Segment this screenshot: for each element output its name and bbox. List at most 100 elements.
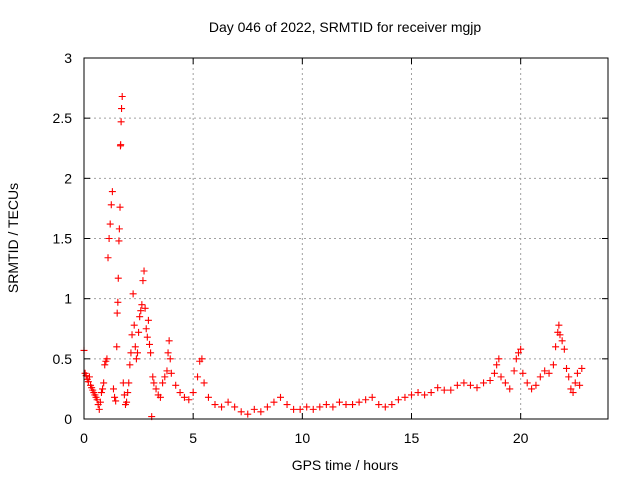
data-point: [414, 389, 422, 397]
x-tick-label: 20: [513, 430, 529, 446]
data-point: [113, 309, 121, 317]
data-point: [490, 369, 498, 377]
data-point: [506, 385, 514, 393]
data-point: [118, 105, 126, 113]
data-point: [152, 385, 160, 393]
data-point: [99, 385, 107, 393]
data-point: [140, 267, 148, 275]
data-point: [112, 397, 120, 405]
x-tick-label: 10: [295, 430, 311, 446]
y-tick-label: 0: [64, 411, 72, 427]
data-point: [514, 349, 522, 357]
data-point: [150, 379, 158, 387]
data-point: [257, 408, 265, 416]
data-point: [161, 373, 169, 381]
y-tick-label: 2.5: [53, 110, 73, 126]
data-point: [303, 403, 311, 411]
data-point: [104, 254, 112, 262]
data-point: [106, 220, 114, 228]
data-point: [130, 321, 138, 329]
data-point: [576, 381, 584, 389]
data-point: [501, 379, 509, 387]
y-tick-labels: 0 0.5 1 1.5 2 2.5 3: [53, 50, 73, 427]
data-point: [194, 373, 202, 381]
data-point: [142, 325, 150, 333]
data-point: [322, 401, 330, 409]
axis-ticks: [83, 57, 608, 420]
y-tick-label: 0.5: [53, 351, 73, 367]
x-tick-label: 0: [80, 430, 88, 446]
data-point: [578, 364, 586, 372]
data-point: [342, 401, 350, 409]
data-point: [519, 369, 527, 377]
data-point: [556, 331, 564, 339]
x-axis-label: GPS time / hours: [292, 457, 399, 473]
data-point: [493, 361, 501, 369]
data-point: [440, 386, 448, 394]
data-point: [176, 389, 184, 397]
data-point: [329, 403, 337, 411]
data-point: [552, 343, 560, 351]
data-point: [107, 201, 115, 209]
data-point: [263, 403, 271, 411]
data-point: [164, 349, 172, 357]
data-point: [480, 379, 488, 387]
data-point: [103, 355, 111, 363]
x-tick-label: 5: [189, 430, 197, 446]
data-point: [408, 391, 415, 399]
data-point: [165, 337, 173, 345]
data-point: [421, 391, 429, 399]
data-point: [126, 361, 134, 369]
data-point: [127, 349, 135, 357]
data-point: [84, 378, 92, 386]
data-point: [355, 398, 363, 406]
data-point: [185, 396, 193, 404]
data-point: [244, 410, 252, 418]
data-point: [270, 398, 278, 406]
data-point: [123, 398, 131, 406]
data-points: [80, 93, 586, 421]
data-point: [118, 93, 126, 101]
data-point: [565, 373, 573, 381]
data-point: [523, 379, 531, 387]
data-point: [573, 369, 581, 377]
data-point: [362, 396, 370, 404]
data-point: [401, 393, 409, 401]
data-point: [166, 355, 174, 363]
data-point: [558, 337, 566, 345]
data-point: [135, 328, 143, 336]
data-point: [146, 340, 153, 348]
y-axis-label: SRMTID / TECUs: [5, 183, 21, 293]
data-point: [394, 396, 402, 404]
data-point: [198, 355, 206, 363]
data-point: [139, 277, 147, 285]
data-point: [381, 403, 389, 411]
data-point: [296, 405, 304, 413]
x-tick-labels: 0 5 10 15 20: [80, 430, 529, 446]
data-point: [290, 405, 298, 413]
data-point: [571, 379, 579, 387]
data-point: [141, 304, 149, 312]
y-tick-label: 2: [64, 170, 72, 186]
data-point: [125, 379, 133, 387]
data-point: [517, 345, 525, 353]
data-point: [563, 364, 571, 372]
data-point: [115, 225, 123, 233]
data-point: [117, 118, 125, 126]
data-point: [180, 393, 188, 401]
data-point: [136, 313, 144, 321]
data-point: [560, 345, 568, 353]
data-point: [388, 401, 396, 409]
data-point: [204, 393, 212, 401]
data-point: [495, 355, 503, 363]
data-point: [137, 307, 145, 315]
data-point: [283, 401, 291, 409]
data-point: [115, 237, 123, 245]
data-point: [466, 381, 474, 389]
data-point: [510, 367, 518, 375]
data-point: [159, 379, 167, 387]
data-point: [143, 333, 151, 341]
data-point: [133, 349, 141, 357]
data-point: [200, 379, 208, 387]
